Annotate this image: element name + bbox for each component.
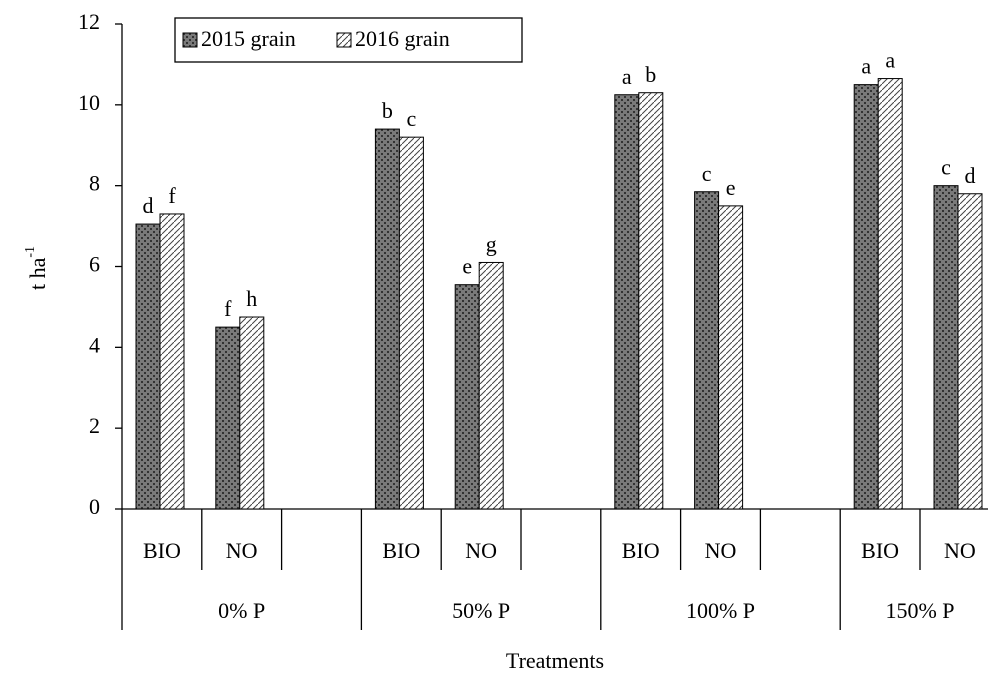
legend-swatch <box>336 32 352 48</box>
significance-label: e <box>726 175 736 200</box>
bar <box>398 136 424 510</box>
group-label: 100% P <box>686 598 755 623</box>
bar <box>853 84 879 510</box>
group-label: 150% P <box>885 598 954 623</box>
significance-label: c <box>941 155 951 180</box>
bar <box>135 223 161 510</box>
significance-label: h <box>246 286 257 311</box>
bar <box>239 316 265 510</box>
bar <box>454 284 480 510</box>
y-tick-label: 4 <box>89 332 100 357</box>
significance-label: a <box>622 64 632 89</box>
bar <box>718 205 744 510</box>
legend-label: 2015 grain <box>201 26 296 51</box>
bar <box>374 128 400 510</box>
bar <box>478 261 504 510</box>
legend-label: 2016 grain <box>355 26 450 51</box>
significance-label: f <box>224 296 232 321</box>
significance-label: c <box>407 106 417 131</box>
y-tick-label: 2 <box>89 413 100 438</box>
significance-label: d <box>143 193 154 218</box>
significance-label: b <box>645 62 656 87</box>
x-tick-label: BIO <box>143 538 181 563</box>
bar <box>694 191 720 510</box>
bar <box>877 78 903 510</box>
x-tick-label: BIO <box>861 538 899 563</box>
significance-label: a <box>885 48 895 73</box>
x-tick-label: NO <box>705 538 737 563</box>
x-tick-label: BIO <box>622 538 660 563</box>
bar <box>159 213 185 510</box>
bar <box>957 193 983 510</box>
y-tick-label: 10 <box>78 90 100 115</box>
y-axis-title: t ha-1 <box>23 246 50 290</box>
x-tick-label: NO <box>226 538 258 563</box>
y-tick-label: 8 <box>89 171 100 196</box>
x-tick-label: NO <box>465 538 497 563</box>
bar <box>215 326 241 510</box>
significance-label: g <box>486 232 497 257</box>
significance-label: d <box>965 163 976 188</box>
y-tick-label: 12 <box>78 9 100 34</box>
group-label: 50% P <box>452 598 510 623</box>
bar <box>933 185 959 510</box>
significance-label: b <box>382 98 393 123</box>
bar <box>614 94 640 510</box>
x-tick-label: NO <box>944 538 976 563</box>
y-axis-title-superscript: -1 <box>23 246 38 258</box>
y-axis-title-text: t ha <box>25 257 50 290</box>
significance-label: c <box>702 161 712 186</box>
y-tick-label: 0 <box>89 494 100 519</box>
x-tick-label: BIO <box>382 538 420 563</box>
group-label: 0% P <box>218 598 265 623</box>
legend-swatch <box>182 32 198 48</box>
y-tick-label: 6 <box>89 252 100 277</box>
x-axis-title: Treatments <box>506 648 604 673</box>
significance-label: a <box>861 54 871 79</box>
bar <box>638 92 664 510</box>
significance-label: e <box>462 254 472 279</box>
significance-label: f <box>168 183 176 208</box>
